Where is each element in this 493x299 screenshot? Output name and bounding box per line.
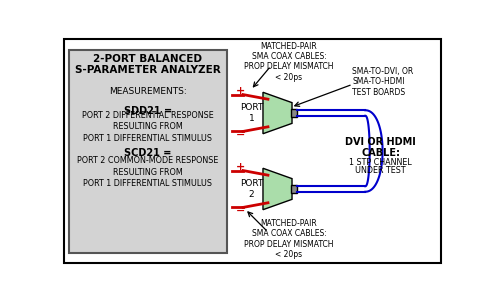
Text: −: − [236,130,245,140]
Text: 1 STP CHANNEL: 1 STP CHANNEL [349,158,412,167]
Text: CABLE:: CABLE: [361,148,400,158]
Polygon shape [263,92,292,134]
Text: +: + [236,86,245,96]
Text: MATCHED-PAIR
SMA COAX CABLES:
PROP DELAY MISMATCH
< 20ps: MATCHED-PAIR SMA COAX CABLES: PROP DELAY… [244,219,334,259]
Text: PORT 2 DIFFERENTIAL RESPONSE
RESULTING FROM
PORT 1 DIFFERENTIAL STIMULUS: PORT 2 DIFFERENTIAL RESPONSE RESULTING F… [82,111,213,143]
Text: PORT
1: PORT 1 [240,103,263,123]
Text: DVI OR HDMI: DVI OR HDMI [345,137,416,147]
FancyBboxPatch shape [291,109,297,117]
Text: SMA-TO-DVI, OR
SMA-TO-HDMI
TEST BOARDS: SMA-TO-DVI, OR SMA-TO-HDMI TEST BOARDS [352,67,413,97]
Polygon shape [263,168,292,210]
Text: +: + [236,162,245,172]
Text: SDD21 =: SDD21 = [124,106,172,116]
FancyBboxPatch shape [69,50,227,254]
Text: MEASUREMENTS:: MEASUREMENTS: [109,87,186,96]
Text: UNDER TEST: UNDER TEST [355,166,406,175]
Text: 2-PORT BALANCED
S-PARAMETER ANALYZER: 2-PORT BALANCED S-PARAMETER ANALYZER [75,54,220,75]
Text: PORT
2: PORT 2 [240,179,263,199]
FancyBboxPatch shape [64,39,441,263]
Text: MATCHED-PAIR
SMA COAX CABLES:
PROP DELAY MISMATCH
< 20ps: MATCHED-PAIR SMA COAX CABLES: PROP DELAY… [244,42,334,82]
Text: SCD21 =: SCD21 = [124,148,171,158]
Text: PORT 2 COMMON-MODE RESPONSE
RESULTING FROM
PORT 1 DIFFERENTIAL STIMULUS: PORT 2 COMMON-MODE RESPONSE RESULTING FR… [77,156,218,188]
FancyBboxPatch shape [291,185,297,193]
Text: −: − [236,206,245,216]
